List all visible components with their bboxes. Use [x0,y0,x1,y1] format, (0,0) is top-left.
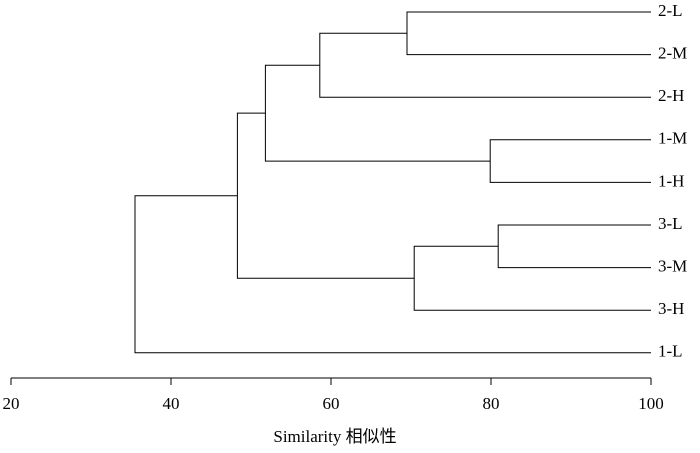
dendrogram-link [236,112,415,279]
dendrogram-link [406,11,651,56]
x-axis-label: Similarity 相似性 [273,427,396,446]
leaf-label: 1-L [658,342,683,361]
leaf-label: 3-H [658,299,684,318]
x-tick-label: 60 [323,394,340,413]
leaf-label: 2-L [658,1,683,20]
x-tick-label: 20 [3,394,20,413]
x-tick-label: 80 [483,394,500,413]
dendrogram-link [413,245,651,311]
leaf-label: 2-H [658,86,684,105]
dendrogram-link [489,139,651,183]
dendrogram-link [319,32,651,98]
x-tick-label: 40 [163,394,180,413]
dendrogram-link [264,64,491,162]
leaf-label: 3-L [658,214,683,233]
leaf-label: 1-H [658,171,684,190]
dendrogram-link [497,224,651,269]
leaf-label: 2-M [658,44,687,63]
x-tick-label: 100 [638,394,664,413]
leaf-label: 1-M [658,129,687,148]
dendrogram-link [134,195,651,354]
leaf-label: 3-M [658,257,687,276]
